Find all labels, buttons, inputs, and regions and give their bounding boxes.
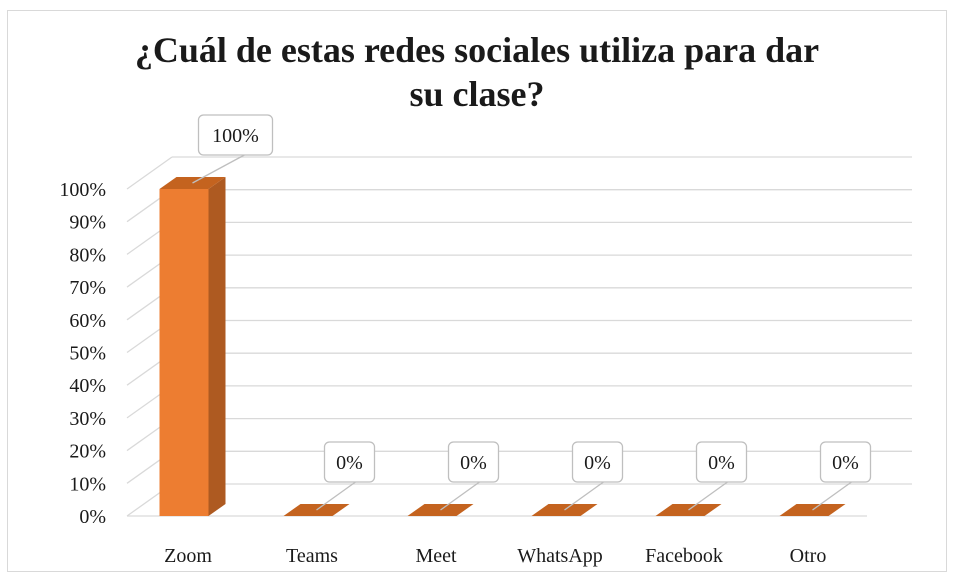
data-label: 0%: [584, 452, 611, 474]
category-label: Otro: [790, 545, 827, 567]
y-tick-label: 80%: [69, 244, 106, 266]
gridlines: [126, 156, 912, 517]
category-label: Meet: [415, 545, 457, 567]
chart-title-line-1: ¿Cuál de estas redes sociales utiliza pa…: [134, 30, 820, 70]
data-label: 100%: [212, 125, 259, 147]
y-tick-label: 10%: [69, 473, 106, 495]
category-label: Teams: [286, 545, 338, 567]
bar-front-zoom: [159, 189, 209, 516]
y-tick-label: 100%: [59, 179, 106, 201]
data-label-leader: [192, 154, 245, 184]
data-label-box: [571, 441, 624, 483]
data-label-box: [695, 441, 748, 483]
data-label-box: [819, 441, 872, 483]
y-tick-label: 20%: [69, 441, 106, 463]
data-label: 0%: [708, 452, 735, 474]
data-label: 0%: [460, 452, 487, 474]
y-tick-label: 60%: [69, 310, 106, 332]
y-tick-label: 40%: [69, 375, 106, 397]
category-label: Facebook: [645, 545, 723, 567]
data-label-leader: [812, 481, 852, 511]
bar-side-zoom: [208, 177, 226, 516]
data-label-leader: [440, 481, 480, 511]
y-axis-tick-labels: 0% 10% 20% 30% 40% 50% 60% 70% 80% 90% 100%: [59, 179, 106, 528]
category-label: Zoom: [164, 545, 212, 567]
y-tick-label: 70%: [69, 277, 106, 299]
gridline-depth: [126, 156, 173, 190]
y-tick-label: 30%: [69, 408, 106, 430]
x-axis-category-labels: Zoom Teams Meet WhatsApp Facebook Otro: [164, 545, 826, 567]
data-label-leader: [316, 481, 356, 511]
chart-title: ¿Cuál de estas redes sociales utiliza pa…: [0, 28, 954, 116]
y-tick-label: 90%: [69, 212, 106, 234]
data-label-leader: [688, 481, 728, 511]
y-tick-label: 50%: [69, 343, 106, 365]
data-label-box: [447, 441, 500, 483]
data-label-box: [323, 441, 376, 483]
data-label-leader: [564, 481, 604, 511]
data-label: 0%: [336, 452, 363, 474]
data-label-box: [197, 114, 274, 156]
data-labels: 100% 0% 0% 0% 0% 0%: [192, 114, 872, 511]
chart-title-line-2: su clase?: [409, 74, 545, 114]
y-tick-label: 0%: [79, 506, 106, 528]
data-label: 0%: [832, 452, 859, 474]
category-label: WhatsApp: [517, 545, 603, 567]
